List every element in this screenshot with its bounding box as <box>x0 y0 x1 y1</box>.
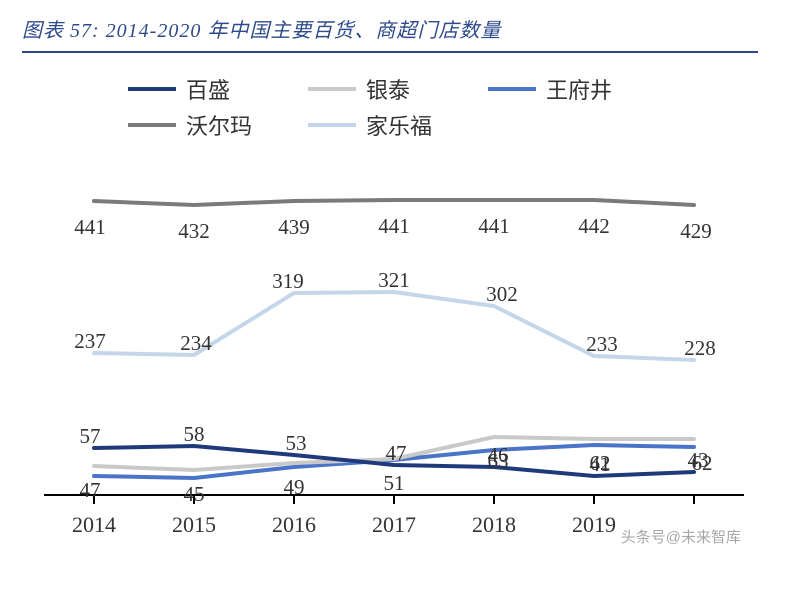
data-label: 51 <box>384 471 405 496</box>
chart-title: 图表 57: 2014-2020 年中国主要百货、商超门店数量 <box>0 0 785 51</box>
x-axis-label: 2017 <box>372 512 416 538</box>
data-label: 234 <box>180 331 212 356</box>
data-label: 441 <box>74 215 106 240</box>
data-label: 46 <box>488 443 509 468</box>
x-axis-label: 2018 <box>472 512 516 538</box>
x-axis-label: 2019 <box>572 512 616 538</box>
x-tick <box>493 494 495 504</box>
data-label: 43 <box>688 448 709 473</box>
x-tick <box>593 494 595 504</box>
x-axis-label: 2015 <box>172 512 216 538</box>
data-label: 57 <box>80 424 101 449</box>
chart-container: 百盛 银泰 王府井 沃尔玛 家乐福 <box>0 53 785 589</box>
data-label: 49 <box>284 475 305 500</box>
data-label: 441 <box>478 214 510 239</box>
data-label: 41 <box>590 452 611 477</box>
data-label: 47 <box>80 478 101 503</box>
data-label: 53 <box>286 431 307 456</box>
data-label: 228 <box>684 336 716 361</box>
data-label: 321 <box>378 268 410 293</box>
data-label: 442 <box>578 214 610 239</box>
data-label: 45 <box>184 482 205 507</box>
watermark: 头条号@未来智库 <box>621 526 741 547</box>
plot-area: 百盛 银泰 王府井 沃尔玛 家乐福 <box>44 79 744 549</box>
x-tick <box>693 494 695 504</box>
x-axis-label: 2014 <box>72 512 116 538</box>
x-axis-label: 2016 <box>272 512 316 538</box>
data-label: 439 <box>278 215 310 240</box>
data-label: 237 <box>74 329 106 354</box>
data-label: 432 <box>178 219 210 244</box>
data-label: 302 <box>486 282 518 307</box>
data-label: 233 <box>586 332 618 357</box>
series-line-walmart <box>94 200 694 205</box>
data-label: 441 <box>378 214 410 239</box>
data-label: 58 <box>184 422 205 447</box>
data-label: 429 <box>680 219 712 244</box>
data-label: 319 <box>272 269 304 294</box>
data-label: 47 <box>386 441 407 466</box>
chart-title-text: 图表 57: 2014-2020 年中国主要百货、商超门店数量 <box>22 20 501 42</box>
